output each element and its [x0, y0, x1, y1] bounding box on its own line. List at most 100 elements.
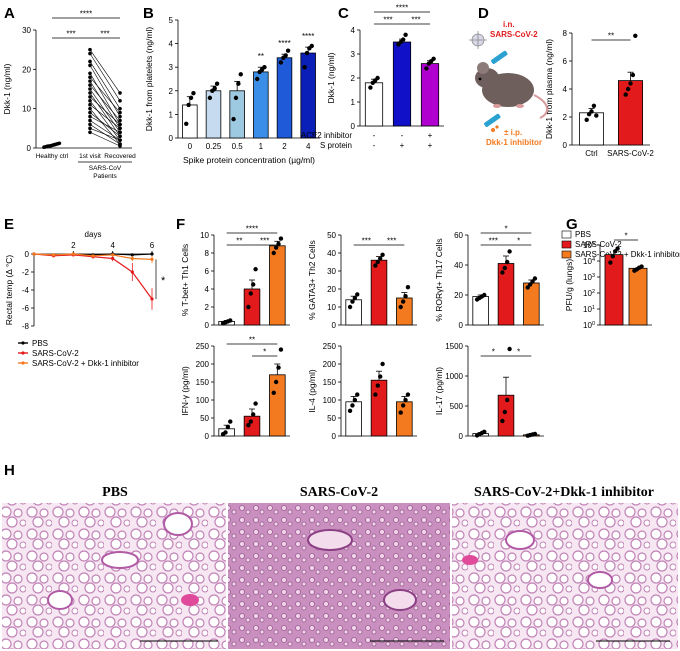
data-point [352, 397, 358, 403]
data-point [88, 83, 92, 87]
data-point [236, 81, 241, 86]
chart-b: 0 1 2 3 4 5 Dkk-1 from platelets (ng/ml) 0 0.25 0… [144, 16, 320, 165]
data-point [207, 95, 213, 101]
y-tick-label: 2 [169, 87, 174, 96]
y-tick-label: 2 [563, 113, 568, 122]
data-point [278, 236, 284, 241]
y-tick-label: 1500 [445, 342, 463, 351]
data-point [88, 118, 92, 123]
y-tick-label: 50 [327, 231, 336, 240]
chart-title: days [85, 230, 102, 239]
data-point [88, 71, 92, 76]
data-point [150, 252, 154, 256]
significance-label: * [517, 237, 520, 246]
data-point [378, 256, 383, 261]
data-point [584, 117, 589, 123]
data-point [118, 130, 122, 135]
bar [269, 245, 286, 326]
paired-line [89, 65, 121, 117]
chart-a: 0 10 20 30 Dkk-1 (ng/ml) Healthy ctrl 1st visi… [2, 10, 136, 181]
histology-image-sars [228, 503, 450, 649]
y-tick-label: 50 [327, 414, 336, 423]
paired-line [89, 80, 121, 129]
row-label: S protein [320, 141, 352, 150]
legend-label: PBS [32, 339, 48, 348]
y-tick-label: 1 [351, 98, 356, 107]
row-value: - [373, 141, 376, 150]
data-point [214, 81, 220, 86]
x-tick-label: 2 [71, 241, 76, 250]
y-axis-label: PFU/g (lungs) [564, 259, 574, 312]
x-tick-label: 0.5 [232, 142, 244, 151]
significance-label: *** [100, 30, 109, 39]
data-point [639, 264, 644, 269]
data-point [88, 114, 92, 119]
data-point [276, 241, 281, 247]
significance-label: *** [387, 237, 396, 246]
y-tick-label: 30 [22, 26, 31, 35]
data-point [225, 424, 231, 430]
data-point [88, 87, 92, 91]
y-tick-label: 10 [200, 231, 209, 240]
data-point [378, 374, 383, 379]
significance-label: * [492, 348, 495, 357]
y-tick-label: 0 [169, 134, 174, 143]
paired-line [89, 120, 121, 141]
y-tick-label: 100 [583, 321, 595, 330]
data-point [347, 304, 353, 310]
bar [269, 374, 286, 437]
data-point [88, 51, 92, 56]
y-tick-label: 4 [351, 26, 356, 35]
legend-swatch [561, 230, 572, 239]
data-point [88, 91, 92, 95]
y-tick-label: 6 [205, 267, 210, 276]
bar [420, 63, 440, 127]
y-tick-label: 250 [323, 342, 337, 351]
bar [392, 41, 412, 127]
panel-label-b: B [143, 5, 154, 22]
y-tick-label: 0 [27, 144, 32, 153]
data-point [253, 267, 258, 272]
data-point [233, 95, 239, 101]
data-point [398, 304, 403, 310]
y-tick-label: 0 [25, 250, 30, 259]
significance-label: * [263, 348, 266, 357]
y-tick-label: 0 [351, 122, 356, 131]
data-point [500, 418, 505, 424]
paired-line [89, 77, 121, 113]
data-point [615, 246, 620, 251]
bar [618, 80, 643, 146]
significance-label: *** [411, 16, 420, 25]
histology-title-pbs: PBS [102, 485, 128, 500]
y-tick-label: 250 [196, 342, 210, 351]
data-point [355, 392, 360, 397]
x-tick-label: SARS-CoV-2 [607, 149, 654, 158]
data-point [253, 401, 258, 406]
y-tick-label: 6 [563, 57, 568, 66]
x-tick-label: 0 [188, 142, 193, 151]
legend-marker [21, 341, 25, 345]
mouse-paw [493, 104, 501, 108]
route-treatment-label: ± i.p. [504, 128, 522, 137]
inhibitor-icon [491, 128, 495, 132]
paired-line [89, 100, 121, 141]
significance-label: *** [260, 237, 269, 246]
x-tick-label: 6 [150, 241, 155, 250]
data-point [111, 256, 115, 261]
x-tick-label: 1 [259, 142, 264, 151]
y-tick-label: 103 [583, 273, 595, 282]
paired-line [89, 73, 121, 125]
y-tick-label: 0 [205, 432, 210, 441]
data-point [88, 126, 92, 131]
significance-label: * [504, 225, 507, 234]
y-axis-label: % T-bet+ Th1 Cells [180, 244, 190, 316]
row-value: + [428, 131, 433, 140]
data-point [505, 259, 510, 265]
y-tick-label: 4 [169, 40, 174, 49]
x-tick-label: Recovered [104, 153, 136, 160]
y-tick-label: 104 [583, 257, 595, 266]
significance-label: **** [80, 10, 92, 19]
y-tick-label: 102 [583, 289, 595, 298]
paired-line [89, 96, 121, 125]
